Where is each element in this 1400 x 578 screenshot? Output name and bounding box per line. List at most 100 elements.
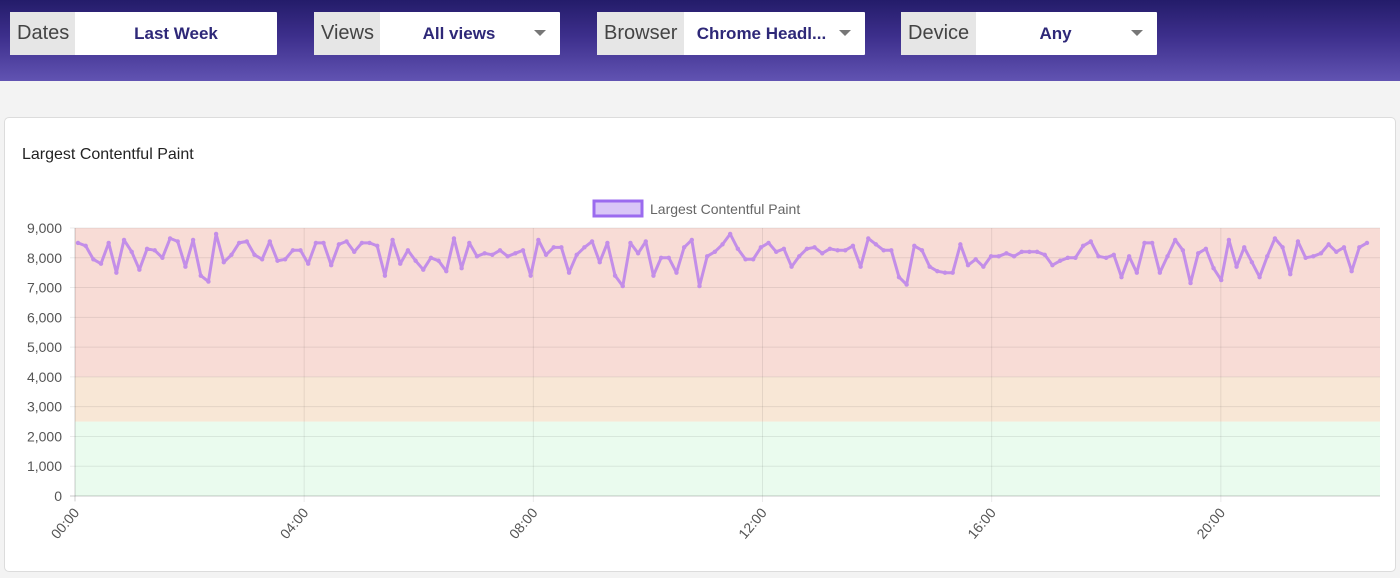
lcp-data-point bbox=[1119, 274, 1124, 280]
lcp-data-point bbox=[950, 270, 955, 275]
lcp-data-point bbox=[444, 268, 449, 274]
lcp-data-point bbox=[912, 243, 917, 249]
lcp-data-point bbox=[421, 267, 426, 272]
lcp-data-point bbox=[1073, 255, 1078, 260]
lcp-data-point bbox=[336, 242, 342, 247]
lcp-data-point bbox=[827, 246, 833, 252]
views-filter-select[interactable]: All views bbox=[380, 12, 560, 55]
lcp-data-point bbox=[965, 263, 971, 268]
lcp-data-point bbox=[183, 264, 188, 269]
lcp-data-point bbox=[1288, 271, 1293, 277]
lcp-data-point bbox=[467, 240, 472, 246]
lcp-data-point bbox=[390, 237, 395, 243]
lcp-data-point bbox=[789, 264, 794, 269]
y-tick-label: 8,000 bbox=[27, 250, 62, 266]
lcp-data-point bbox=[574, 252, 579, 257]
chevron-down-icon bbox=[534, 30, 546, 36]
y-tick-label: 0 bbox=[54, 488, 62, 504]
browser-filter-select[interactable]: Chrome Headl... bbox=[684, 12, 865, 55]
lcp-data-point bbox=[1357, 245, 1362, 250]
lcp-data-point bbox=[528, 273, 533, 278]
lcp-data-point bbox=[1272, 236, 1278, 241]
lcp-data-point bbox=[797, 254, 802, 259]
lcp-data-point bbox=[996, 254, 1001, 259]
lcp-data-point bbox=[382, 273, 388, 278]
x-tick-label: 00:00 bbox=[48, 504, 83, 541]
lcp-data-point bbox=[820, 251, 825, 256]
lcp-data-point bbox=[1065, 255, 1070, 260]
lcp-data-point bbox=[359, 240, 365, 246]
lcp-data-point bbox=[712, 249, 718, 255]
lcp-data-point bbox=[881, 248, 886, 253]
lcp-data-point bbox=[981, 264, 986, 269]
lcp-data-point bbox=[674, 270, 679, 275]
threshold-band-1 bbox=[75, 376, 1380, 422]
lcp-data-point bbox=[858, 264, 863, 269]
lcp-data-point bbox=[804, 246, 810, 252]
lcp-data-point bbox=[91, 257, 96, 262]
x-tick-label: 12:00 bbox=[735, 504, 770, 541]
lcp-data-point bbox=[919, 248, 925, 253]
lcp-data-point bbox=[889, 248, 894, 253]
lcp-data-point bbox=[344, 239, 349, 244]
x-tick-label: 16:00 bbox=[964, 504, 999, 541]
lcp-data-point bbox=[459, 266, 464, 271]
lcp-data-point bbox=[666, 255, 671, 260]
lcp-data-point bbox=[1042, 252, 1047, 257]
lcp-data-point bbox=[1242, 245, 1247, 250]
lcp-data-point bbox=[213, 231, 219, 237]
lcp-data-point bbox=[582, 245, 587, 250]
lcp-data-point bbox=[543, 252, 549, 257]
legend-swatch bbox=[592, 199, 644, 218]
lcp-data-point bbox=[413, 258, 418, 263]
views-filter[interactable]: Views All views bbox=[314, 12, 560, 55]
lcp-data-point bbox=[942, 270, 948, 275]
lcp-data-point bbox=[428, 255, 434, 260]
lcp-data-point bbox=[1249, 260, 1255, 265]
device-filter[interactable]: Device Any bbox=[901, 12, 1157, 55]
lcp-data-point bbox=[1165, 254, 1170, 259]
lcp-data-point bbox=[866, 236, 871, 241]
lcp-data-point bbox=[520, 248, 526, 253]
lcp-data-point bbox=[1027, 249, 1032, 255]
threshold-band-0 bbox=[75, 421, 1380, 496]
lcp-data-point bbox=[958, 242, 963, 247]
dates-filter[interactable]: Dates Last Week bbox=[10, 12, 277, 55]
lcp-data-point bbox=[175, 239, 180, 244]
lcp-data-point bbox=[513, 251, 518, 256]
dates-filter-label: Dates bbox=[10, 12, 75, 55]
lcp-data-point bbox=[1303, 255, 1308, 260]
lcp-data-point bbox=[229, 252, 234, 257]
lcp-data-point bbox=[566, 270, 572, 275]
lcp-data-point bbox=[689, 237, 695, 243]
lcp-data-point bbox=[551, 245, 556, 250]
lcp-data-point bbox=[1280, 245, 1285, 250]
lcp-data-point bbox=[935, 268, 940, 274]
lcp-data-point bbox=[735, 246, 741, 252]
browser-filter[interactable]: Browser Chrome Headl... bbox=[597, 12, 865, 55]
dates-filter-value[interactable]: Last Week bbox=[134, 23, 218, 43]
lcp-data-point bbox=[482, 251, 487, 256]
lcp-data-point bbox=[651, 273, 656, 278]
lcp-data-point bbox=[375, 243, 380, 249]
lcp-data-point bbox=[167, 236, 173, 241]
lcp-data-point bbox=[1096, 254, 1101, 259]
x-tick-label: 08:00 bbox=[506, 504, 541, 541]
lcp-data-point bbox=[1142, 240, 1147, 246]
lcp-data-point bbox=[121, 237, 127, 243]
device-filter-select[interactable]: Any bbox=[976, 12, 1157, 55]
lcp-data-point bbox=[927, 264, 932, 269]
lcp-data-point bbox=[873, 242, 879, 247]
lcp-data-point bbox=[83, 243, 88, 249]
lcp-data-point bbox=[1126, 254, 1132, 259]
views-filter-label: Views bbox=[314, 12, 380, 55]
lcp-data-point bbox=[328, 263, 334, 268]
y-tick-label: 1,000 bbox=[27, 458, 62, 474]
y-tick-label: 6,000 bbox=[27, 309, 62, 325]
lcp-data-point bbox=[850, 243, 856, 249]
lcp-data-point bbox=[1111, 252, 1117, 257]
y-tick-label: 2,000 bbox=[27, 428, 62, 444]
lcp-data-point bbox=[1004, 251, 1009, 256]
lcp-data-point bbox=[206, 279, 211, 284]
lcp-data-point bbox=[152, 248, 157, 253]
